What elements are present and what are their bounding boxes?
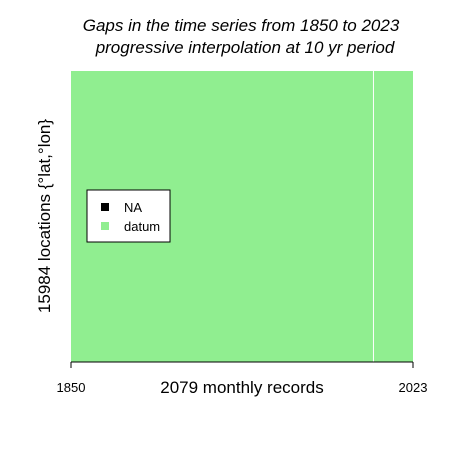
legend-box	[86, 189, 171, 243]
legend-label-na: NA	[124, 200, 142, 215]
legend-swatch-na	[101, 203, 109, 211]
x-tick-label: 2023	[399, 380, 428, 395]
x-axis-ticks: 1850 2023	[57, 362, 428, 395]
x-axis-label: 2079 monthly records	[160, 378, 323, 397]
chart-subtitle: progressive interpolation at 10 yr perio…	[95, 38, 395, 57]
chart-title: Gaps in the time series from 1850 to 202…	[83, 16, 400, 35]
legend-label-datum: datum	[124, 219, 160, 234]
x-tick-label: 1850	[57, 380, 86, 395]
legend-swatch-datum	[101, 222, 109, 230]
y-axis-label: 15984 locations {°lat,°lon}	[35, 119, 54, 313]
legend: NA datum	[86, 189, 171, 243]
